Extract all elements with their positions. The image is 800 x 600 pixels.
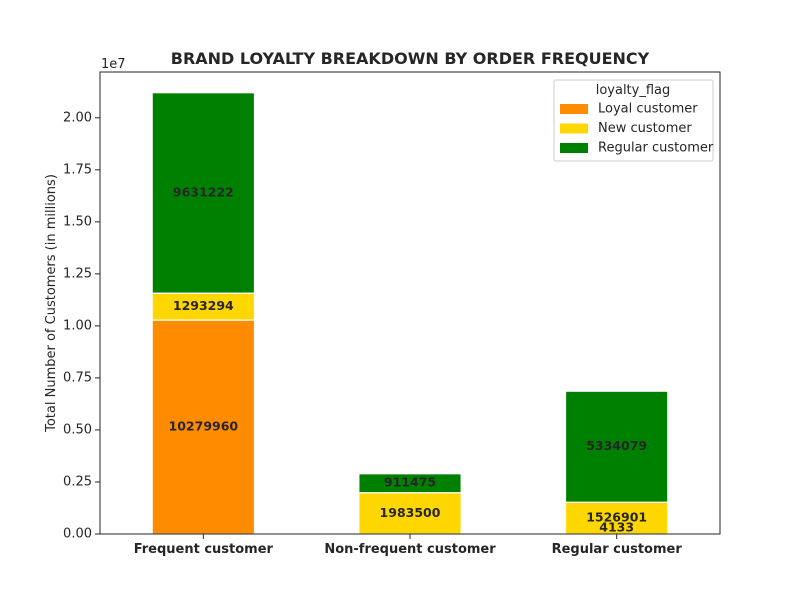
chart-title: BRAND LOYALTY BREAKDOWN BY ORDER FREQUEN… bbox=[171, 49, 650, 68]
y-tick-label: 1.50 bbox=[63, 214, 92, 229]
bar-frequent-customer-regular-customer bbox=[151, 92, 256, 294]
data-label-regular-customer-new-customer: 1526901 bbox=[586, 510, 647, 525]
x-tick-label-non-frequent-customer: Non-frequent customer bbox=[324, 542, 496, 557]
data-label-frequent-customer-new-customer: 1293294 bbox=[173, 298, 234, 313]
bar-regular-customer-regular-customer bbox=[564, 390, 669, 503]
legend-label-regular-customer: Regular customer bbox=[598, 141, 714, 156]
data-label-frequent-customer-loyal-customer: 10279960 bbox=[169, 419, 239, 434]
data-label-regular-customer-loyal-customer: 4133 bbox=[599, 520, 634, 535]
y-tick-label: 1.25 bbox=[63, 266, 92, 281]
y-tick-label: 1.75 bbox=[63, 162, 92, 177]
y-tick-label: 0.50 bbox=[63, 422, 92, 437]
legend-title: loyalty_flag bbox=[596, 83, 671, 98]
legend-frame bbox=[553, 79, 714, 162]
y-tick-label: 0.00 bbox=[63, 527, 92, 542]
data-label-regular-customer-regular-customer: 5334079 bbox=[586, 438, 647, 453]
x-axis: Frequent customer Non-frequent customer Re… bbox=[134, 534, 683, 557]
data-label-frequent-customer-regular-customer: 9631222 bbox=[173, 184, 234, 199]
legend-label-new-customer: New customer bbox=[598, 121, 692, 136]
bar-frequent-customer-loyal-customer bbox=[151, 319, 256, 535]
bars-layer bbox=[151, 92, 669, 535]
y-axis-title: Total Number of Customers (in millions) bbox=[44, 174, 59, 433]
legend-swatch-regular-customer bbox=[560, 143, 588, 153]
x-tick-label-regular-customer: Regular customer bbox=[552, 542, 683, 557]
data-label-non-frequent-customer-regular-customer: 911475 bbox=[384, 475, 436, 490]
data-labels-layer: 10279960 1293294 9631222 1983500 911475 41331… bbox=[169, 184, 648, 534]
legend-swatch-new-customer bbox=[560, 123, 588, 134]
y-tick-label: 0.75 bbox=[63, 370, 92, 385]
legend-label-loyal-customer: Loyal customer bbox=[598, 102, 698, 117]
legend-swatch-loyal-customer bbox=[560, 104, 588, 114]
y-tick-label: 0.25 bbox=[63, 474, 92, 489]
bar-non-frequent-customer-new-customer bbox=[358, 492, 462, 535]
bar-non-frequent-customer-regular-customer bbox=[358, 473, 462, 494]
y-axis-offset-text: 1e7 bbox=[101, 57, 126, 72]
y-tick-label: 2.00 bbox=[63, 110, 92, 125]
data-label-non-frequent-customer-new-customer: 1983500 bbox=[380, 505, 441, 520]
legend: loyalty_flag Loyal customer New customer R… bbox=[553, 79, 714, 162]
y-tick-label: 1.00 bbox=[63, 318, 92, 333]
bar-frequent-customer-new-customer bbox=[151, 292, 256, 321]
x-tick-label-frequent-customer: Frequent customer bbox=[134, 542, 274, 557]
y-axis: 0.00 0.25 0.50 0.75 1.00 1.25 1.50 1.75 2.00 bbox=[63, 110, 100, 542]
